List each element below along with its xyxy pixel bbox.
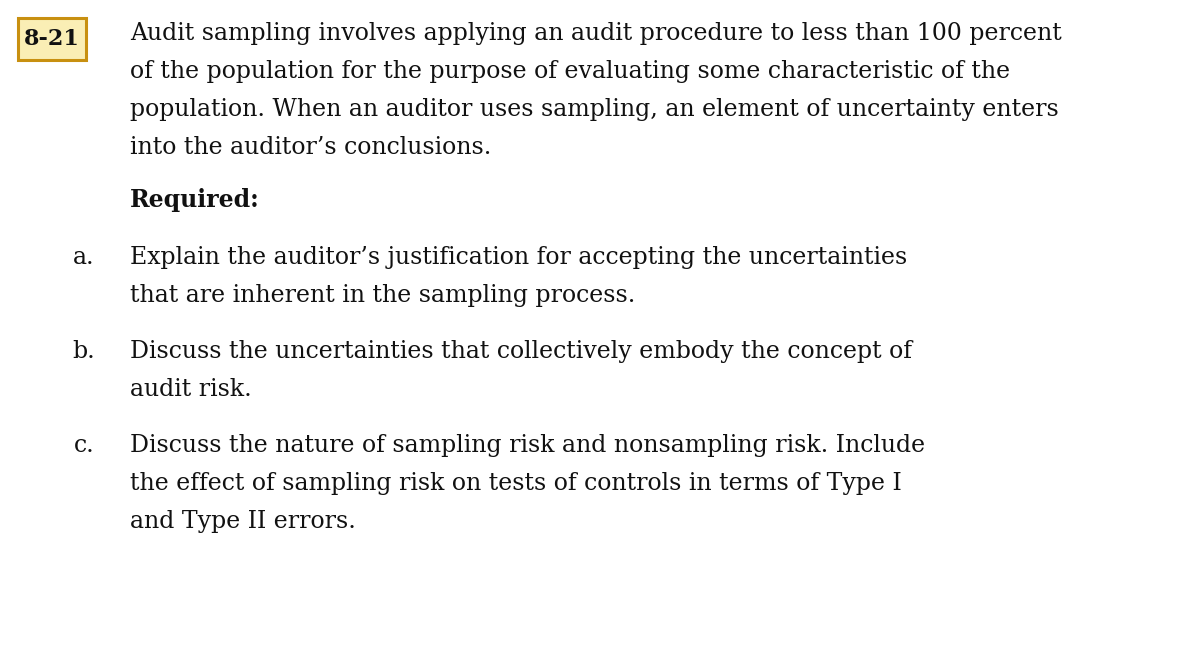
FancyBboxPatch shape: [18, 18, 86, 60]
Text: a.: a.: [73, 246, 95, 269]
Text: Explain the auditor’s justification for accepting the uncertainties: Explain the auditor’s justification for …: [130, 246, 907, 269]
Text: Audit sampling involves applying an audit procedure to less than 100 percent: Audit sampling involves applying an audi…: [130, 22, 1062, 45]
Text: b.: b.: [72, 340, 95, 363]
Text: into the auditor’s conclusions.: into the auditor’s conclusions.: [130, 136, 491, 159]
Text: Discuss the uncertainties that collectively embody the concept of: Discuss the uncertainties that collectiv…: [130, 340, 912, 363]
Text: of the population for the purpose of evaluating some characteristic of the: of the population for the purpose of eva…: [130, 60, 1010, 83]
Text: that are inherent in the sampling process.: that are inherent in the sampling proces…: [130, 284, 635, 307]
Text: Required:: Required:: [130, 188, 259, 212]
Text: and Type II errors.: and Type II errors.: [130, 510, 356, 533]
Text: the effect of sampling risk on tests of controls in terms of Type I: the effect of sampling risk on tests of …: [130, 472, 901, 495]
Text: Discuss the nature of sampling risk and nonsampling risk. Include: Discuss the nature of sampling risk and …: [130, 434, 925, 457]
Text: c.: c.: [74, 434, 95, 457]
Text: 8-21: 8-21: [24, 28, 80, 50]
Text: population. When an auditor uses sampling, an element of uncertainty enters: population. When an auditor uses samplin…: [130, 98, 1058, 121]
Text: audit risk.: audit risk.: [130, 378, 252, 401]
